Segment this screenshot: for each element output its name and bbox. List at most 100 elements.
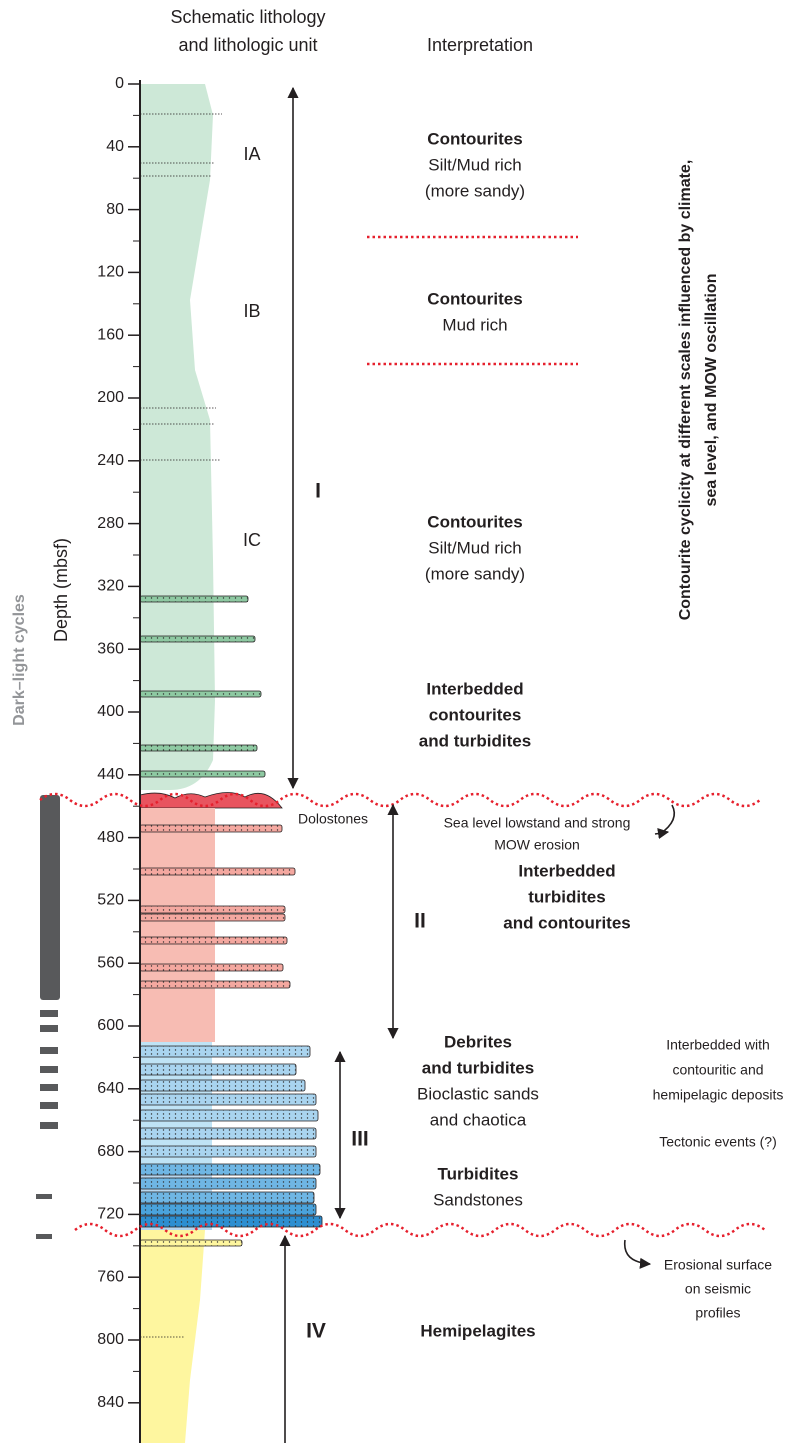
interpretation: and contourites: [503, 913, 631, 932]
tick-label: 80: [106, 201, 124, 218]
interpretation: and turbidites: [419, 731, 531, 750]
interpretation: Sandstones: [433, 1190, 523, 1209]
dash: [40, 1010, 58, 1017]
tick-label: 200: [97, 389, 124, 406]
annotation: Contourite cyclicity at different scales…: [677, 160, 694, 621]
interpretation: turbidites: [528, 887, 605, 906]
dash: [40, 1122, 58, 1129]
tick-label: 160: [97, 326, 124, 343]
bed-texture: [140, 1164, 320, 1175]
interpretation: Turbidites: [438, 1164, 519, 1183]
bed-texture: [140, 636, 255, 642]
figure: 0408012016020024028032036040044048052056…: [0, 0, 806, 1443]
tick-label: 640: [97, 1080, 124, 1097]
annotation: hemipelagic deposits: [653, 1087, 784, 1103]
annotation: contouritic and: [672, 1062, 763, 1078]
unit-label: II: [414, 910, 426, 933]
bed-texture: [140, 745, 257, 751]
dash: [40, 1066, 58, 1073]
bed-texture: [140, 1146, 316, 1157]
annotation: on seismic: [685, 1281, 751, 1297]
subunit-label: IB: [243, 301, 260, 321]
pointer: [625, 1240, 650, 1264]
tick-label: 760: [97, 1268, 124, 1285]
annotation: Interbedded with: [666, 1037, 770, 1053]
bed-texture: [140, 1080, 305, 1091]
interpretation: Silt/Mud rich: [428, 538, 522, 557]
dolostone: [140, 793, 282, 809]
unit-label: III: [351, 1128, 369, 1151]
dash: [36, 1234, 52, 1239]
interpretation: and turbidites: [422, 1058, 534, 1077]
header: Schematic lithology: [170, 7, 325, 27]
bed-texture: [140, 914, 285, 921]
tick-label: 280: [97, 515, 124, 532]
bed-texture: [140, 1240, 242, 1246]
bed-texture: [140, 691, 261, 697]
page: {"header": {"lithology": ["Schematic lit…: [0, 0, 806, 1443]
bed-texture: [140, 825, 282, 832]
dash: [40, 1084, 58, 1091]
tick-label: 440: [97, 766, 124, 783]
bed-texture: [140, 1064, 296, 1075]
bed-texture: [140, 771, 265, 777]
subunit-label: IA: [243, 144, 260, 164]
interpretation: Interbedded: [518, 861, 615, 880]
tick-label: 720: [97, 1206, 124, 1223]
annotation: Tectonic events (?): [659, 1134, 777, 1150]
bed-texture: [140, 1204, 316, 1215]
header: Interpretation: [427, 35, 533, 55]
subunit-label: IC: [243, 530, 261, 550]
tick-label: 560: [97, 954, 124, 971]
tick-label: 120: [97, 264, 124, 281]
tick-label: 480: [97, 829, 124, 846]
annotation: Dark–light cycles: [11, 594, 28, 726]
interpretation: Contourites: [427, 129, 522, 148]
bed-texture: [140, 964, 283, 971]
axis-title: Depth (mbsf): [51, 538, 71, 642]
dark-bar: [40, 795, 60, 1000]
tick-label: 680: [97, 1143, 124, 1160]
tick-label: 800: [97, 1331, 124, 1348]
bed-texture: [140, 906, 285, 913]
labels: 0408012016020024028032036040044048052056…: [11, 7, 783, 1411]
tick-label: 600: [97, 1017, 124, 1034]
tick-label: 360: [97, 640, 124, 657]
annotation: sea level, and MOW oscillation: [703, 274, 720, 507]
interpretation: Hemipelagites: [420, 1321, 535, 1340]
bed-texture: [140, 937, 287, 944]
header: and lithologic unit: [178, 35, 317, 55]
tick-label: 320: [97, 578, 124, 595]
interpretation: and chaotica: [430, 1110, 527, 1129]
annotation: Sea level lowstand and strong: [444, 815, 631, 831]
dark-light-bars: [36, 795, 60, 1239]
unit-i-fill: [140, 84, 215, 790]
tick-label: 40: [106, 138, 124, 155]
unit-iv-fill: [140, 1230, 205, 1443]
tick-label: 520: [97, 892, 124, 909]
annotation: Dolostones: [298, 811, 368, 827]
unit-label: IV: [306, 1320, 326, 1343]
interpretation: Interbedded: [426, 679, 523, 698]
unit-ii-fill: [140, 808, 215, 1042]
bed-texture: [140, 1216, 322, 1227]
interpretation: Silt/Mud rich: [428, 155, 522, 174]
annotation: MOW erosion: [494, 837, 580, 853]
bed-texture: [140, 981, 290, 988]
pointer: [655, 832, 668, 834]
tick-label: 840: [97, 1394, 124, 1411]
bed-texture: [140, 596, 248, 602]
interpretation: (more sandy): [425, 564, 525, 583]
interpretation: contourites: [429, 705, 522, 724]
bed-texture: [140, 1094, 316, 1105]
interpretation: (more sandy): [425, 181, 525, 200]
dash: [40, 1047, 58, 1054]
bed-texture: [140, 1046, 310, 1057]
bed-texture: [140, 1192, 314, 1203]
bed-texture: [140, 1110, 318, 1121]
bed-texture: [140, 1178, 316, 1189]
tick-label: 240: [97, 452, 124, 469]
annotation: profiles: [695, 1305, 740, 1321]
tick-label: 400: [97, 703, 124, 720]
bed-texture: [140, 1128, 316, 1139]
